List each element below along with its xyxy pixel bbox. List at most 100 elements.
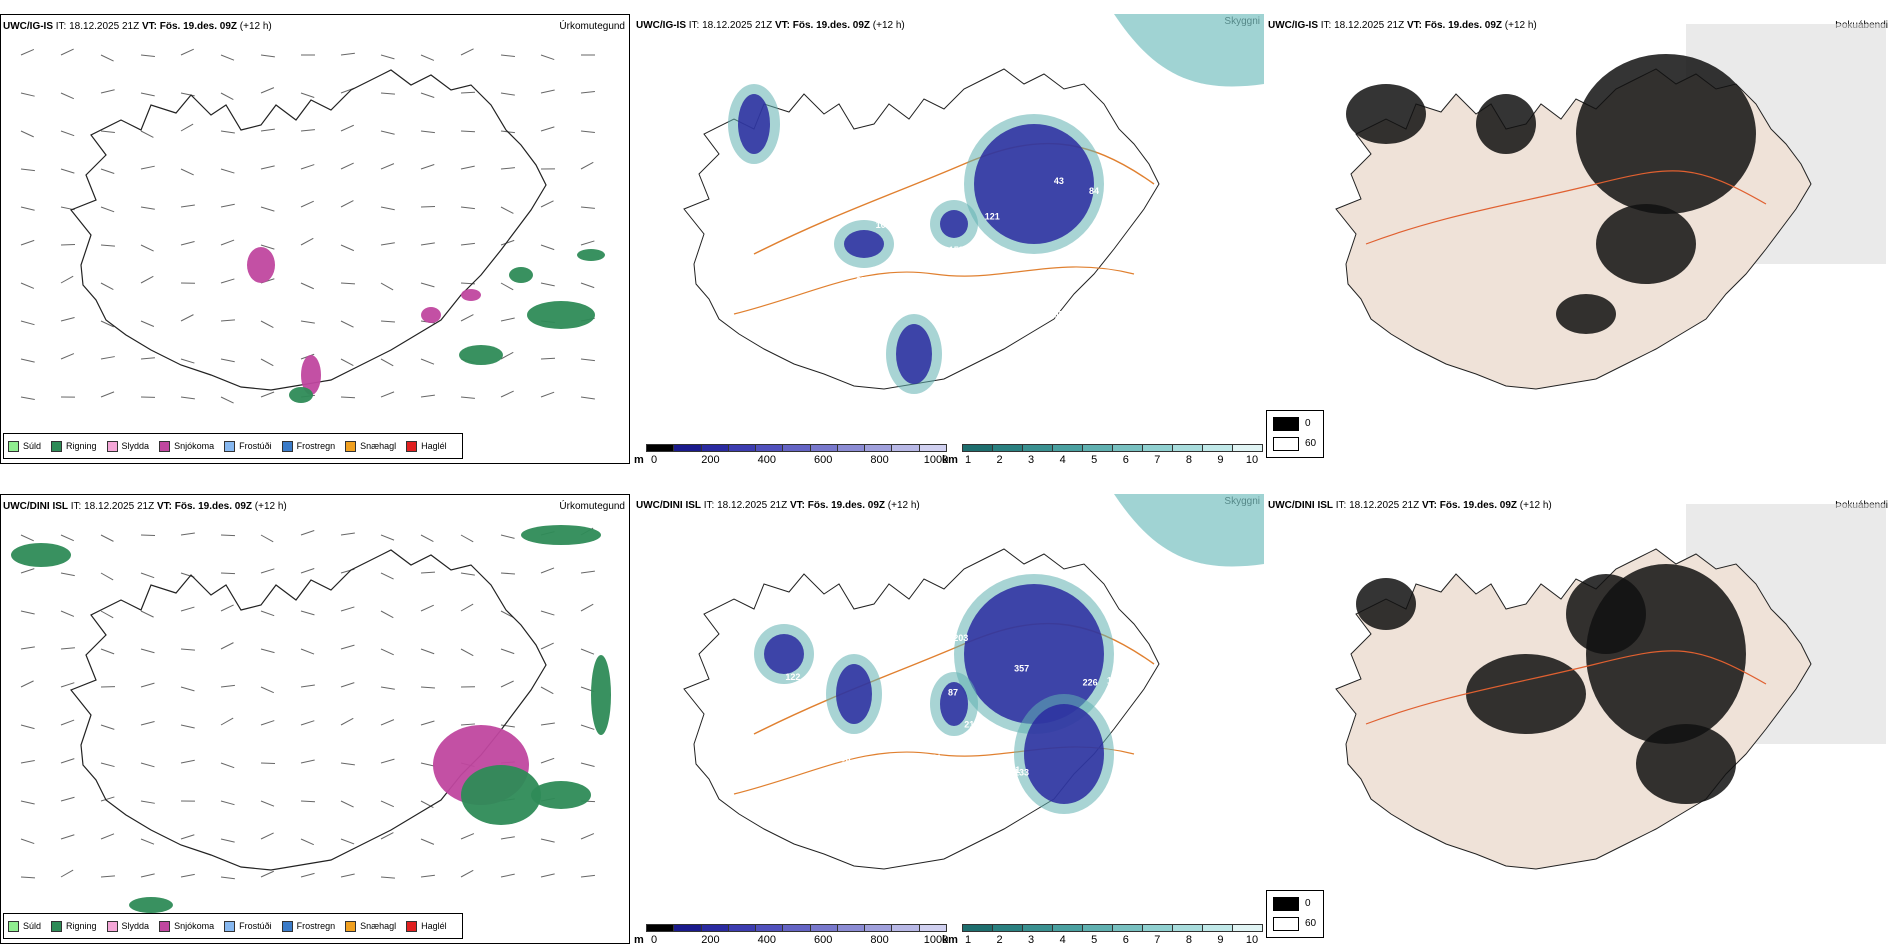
colorbar-tick: 7 bbox=[1154, 934, 1161, 946]
ceiling-value-label: 118 bbox=[1189, 100, 1204, 110]
legend-swatch bbox=[281, 920, 293, 932]
ceiling-area bbox=[764, 634, 804, 674]
ceiling-unit: m bbox=[634, 934, 644, 946]
ceiling-value-label: 84 bbox=[998, 331, 1008, 341]
colorbar-segment bbox=[673, 924, 702, 932]
ceiling-value-label: 159 bbox=[949, 245, 964, 255]
legend-item: Rigning bbox=[51, 920, 97, 932]
visibility-map: 159 159 102 92 23 47 107 106 100 84 103 103 109 80 73 9… bbox=[683, 14, 1264, 394]
ceiling-value-label: 121 bbox=[985, 211, 1000, 221]
vis-unit: km bbox=[942, 454, 958, 466]
ceiling-value-label: 74 bbox=[931, 753, 941, 763]
ceiling-value-label: 212 bbox=[964, 720, 979, 730]
colorbar-tick: 400 bbox=[757, 934, 776, 946]
precip-legend: Súld Rigning Slydda Snjókoma Frostúði Frostre… bbox=[3, 913, 463, 939]
visibility-colorbar: 1 2 3 4 5 6 7 8 9 10 bbox=[962, 924, 1263, 948]
panel-header: UWC/DINI ISL IT: 18.12.2025 21Z VT: Fös.… bbox=[1268, 500, 1552, 511]
panel-header: UWC/IG-IS IT: 18.12.2025 21Z VT: Fös. 19… bbox=[636, 20, 905, 31]
fog-area bbox=[1346, 84, 1426, 144]
colorbar-tick: 0 bbox=[650, 454, 658, 466]
panel-type-label: Úrkomutegund bbox=[559, 501, 625, 512]
legend-swatch bbox=[345, 920, 357, 932]
legend-item: Frostúði bbox=[224, 440, 272, 452]
colorbar-tick: 5 bbox=[1091, 934, 1098, 946]
fog-value-label: 0 bbox=[1305, 418, 1311, 429]
fog-swatch bbox=[1273, 897, 1299, 911]
colorbar-tick: 200 bbox=[701, 454, 720, 466]
ceiling-area bbox=[974, 124, 1094, 244]
colorbar-segment bbox=[1052, 444, 1083, 452]
colorbar-segment bbox=[782, 924, 811, 932]
colorbar-segment bbox=[1082, 444, 1113, 452]
ceiling-value-label: 92 bbox=[1107, 229, 1117, 239]
ceiling-value-label: 357 bbox=[1014, 663, 1029, 673]
legend-label: Slydda bbox=[121, 441, 150, 451]
colorbar-segment bbox=[992, 924, 1023, 932]
colorbar-tick: 800 bbox=[870, 454, 889, 466]
ceiling-value-label: 109 bbox=[753, 54, 768, 64]
colorbar-segment bbox=[1232, 444, 1263, 452]
colorbar-tick: 5 bbox=[1091, 454, 1098, 466]
colorbar-tick: 9 bbox=[1217, 934, 1224, 946]
precip-area bbox=[461, 289, 481, 301]
colorbar-segment bbox=[809, 924, 838, 932]
legend-item: Snæhagl bbox=[345, 920, 396, 932]
colorbar-tick: 7 bbox=[1154, 454, 1161, 466]
colorbar-segment bbox=[646, 444, 675, 452]
visibility-area bbox=[1114, 494, 1264, 567]
fog-map bbox=[1335, 504, 1886, 870]
road-network bbox=[733, 266, 1135, 315]
ceiling-value-label: 87 bbox=[856, 276, 866, 286]
legend-item: Frostregn bbox=[281, 920, 336, 932]
precip-map bbox=[11, 525, 611, 913]
legend-label: Súld bbox=[23, 441, 42, 451]
legend-item: Súld bbox=[8, 920, 41, 932]
colorbar-segment bbox=[891, 444, 920, 452]
colorbar-tick: 8 bbox=[1185, 454, 1192, 466]
colorbar-segment bbox=[836, 444, 866, 452]
colorbar-tick: 3 bbox=[1028, 454, 1035, 466]
legend-label: Frostregn bbox=[296, 921, 336, 931]
ceiling-value-label: 122 bbox=[785, 672, 800, 682]
fog-legend: 0 60 bbox=[1266, 890, 1324, 938]
road-network bbox=[1365, 170, 1767, 245]
fog-area bbox=[1636, 724, 1736, 804]
colorbar-segment bbox=[1232, 924, 1263, 932]
fog-panel-top: UWC/IG-IS IT: 18.12.2025 21Z VT: Fös. 19… bbox=[1266, 14, 1900, 464]
colorbar-tick: 6 bbox=[1122, 934, 1129, 946]
ceiling-value-label: 47 bbox=[874, 95, 884, 105]
colorbar-segment bbox=[1172, 444, 1203, 452]
legend-swatch bbox=[281, 440, 293, 452]
legend-swatch bbox=[106, 920, 118, 932]
precip-area bbox=[527, 301, 595, 329]
colorbar-tick: 400 bbox=[757, 454, 776, 466]
ceiling-value-label: 226 bbox=[1083, 678, 1098, 688]
ceiling-value-label: 156 bbox=[1107, 676, 1122, 686]
ceiling-value-label: 73 bbox=[885, 198, 895, 208]
legend-label: Rigning bbox=[66, 441, 97, 451]
colorbar-tick: 200 bbox=[701, 934, 720, 946]
fog-area bbox=[1476, 94, 1536, 154]
legend-swatch bbox=[159, 440, 171, 452]
fog-area bbox=[1576, 54, 1756, 214]
legend-label: Snjókoma bbox=[174, 441, 215, 451]
precip-area bbox=[11, 543, 71, 567]
colorbar-segment bbox=[782, 444, 811, 452]
fog-area bbox=[1566, 574, 1646, 654]
colorbar-segment bbox=[962, 924, 993, 932]
colorbar-tick: 2 bbox=[996, 934, 1003, 946]
colorbar-tick: 3 bbox=[1028, 934, 1035, 946]
ceiling-value-label: 81 bbox=[1194, 688, 1204, 698]
colorbar-tick: 1000 bbox=[923, 454, 949, 466]
colorbar-tick: 6 bbox=[1122, 454, 1129, 466]
legend-item: Frostúði bbox=[224, 920, 272, 932]
ceiling-area bbox=[844, 230, 884, 258]
ceiling-colorbar: 0 200 400 600 800 1000 bbox=[646, 924, 949, 948]
precip-legend: Súld Rigning Slydda Snjókoma Frostúði Frostre… bbox=[3, 433, 463, 459]
ceiling-value-label: 102 bbox=[1193, 574, 1208, 584]
ceiling-value-label: 101 bbox=[914, 609, 929, 619]
colorbar-segment bbox=[755, 924, 784, 932]
colorbar-tick: 1000 bbox=[923, 934, 949, 946]
ceiling-value-label: 106 bbox=[876, 220, 891, 230]
ceiling-value-label: 43 bbox=[1054, 176, 1064, 186]
